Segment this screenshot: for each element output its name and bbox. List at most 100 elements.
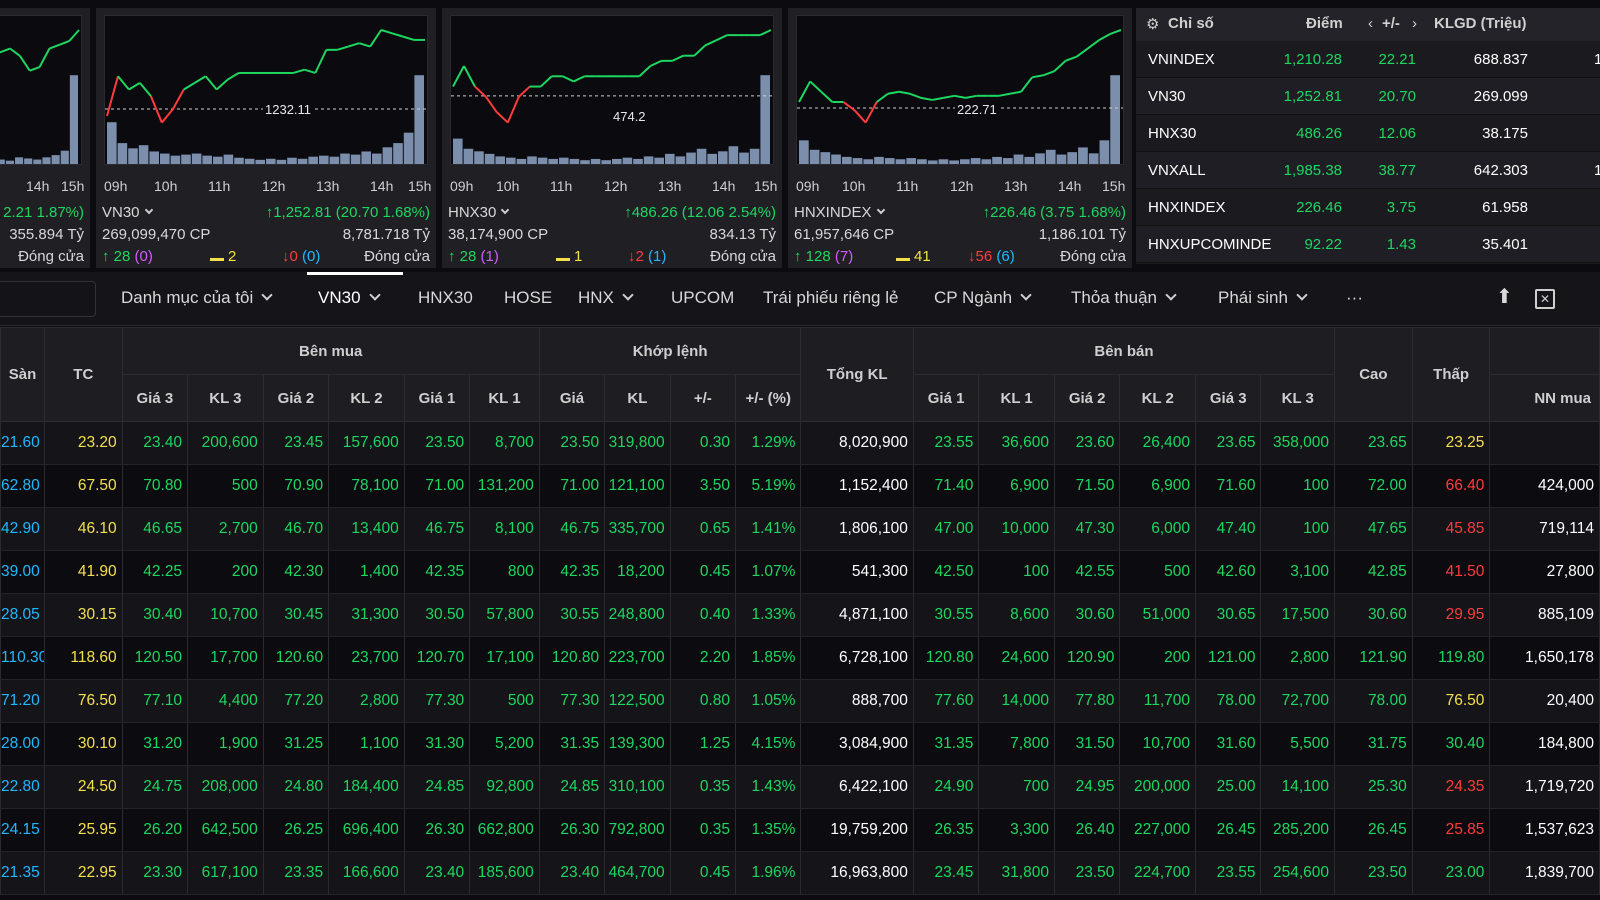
cell-ask-vol-1: 8,600 <box>978 593 1055 637</box>
cell-bid-vol-2: 1,100 <box>328 722 405 766</box>
table-row[interactable]: 39.00 41.90 42.25 200 42.30 1,400 42.35 800 42.3… <box>0 550 1600 594</box>
time-axis: 09h 10h 11h 12h 13h 14h 15h <box>448 178 777 196</box>
table-row[interactable]: 62.80 67.50 70.80 500 70.90 78,100 71.00 131,20… <box>0 464 1600 508</box>
index-row[interactable]: HNXUPCOMINDE 92.22 1.43 35.401 <box>1136 226 1600 263</box>
price-line-segment <box>9 47 21 57</box>
volume-bar <box>42 157 51 164</box>
index-row[interactable]: HNXINDEX 226.46 3.75 61.958 <box>1136 189 1600 226</box>
index-row-points: 92.22 <box>1304 236 1342 253</box>
index-card-partial[interactable]: 14h 15h 2.21 1.87%) 355.894 Tỷ Đóng cửa <box>0 8 90 268</box>
tab-label: HNX30 <box>418 288 473 307</box>
tab-derivatives[interactable]: Phái sinh <box>1218 288 1308 308</box>
prev-arrow-icon[interactable]: ‹ <box>1368 15 1373 32</box>
tab-negotiated[interactable]: Thỏa thuận <box>1071 288 1177 308</box>
index-name-dropdown[interactable]: VN30 <box>102 204 153 221</box>
cell-ask-price-1: 24.90 <box>912 765 980 809</box>
tab-hose[interactable]: HOSE <box>504 288 552 308</box>
table-row[interactable]: 22.80 24.50 24.75 208,000 24.80 184,400 24.85 9… <box>0 765 1600 809</box>
volume-bar <box>474 151 484 164</box>
volume-bar <box>1067 152 1078 164</box>
header-floor: Sàn <box>0 327 45 422</box>
cell-bid-price-1: 71.00 <box>403 464 471 508</box>
table-row[interactable]: 71.20 76.50 77.10 4,400 77.20 2,800 77.30 500 77… <box>0 679 1600 723</box>
decliners-count: 0 <box>289 248 298 265</box>
tab-industry-stocks[interactable]: CP Ngành <box>934 288 1032 308</box>
cell-bid-price-1: 31.30 <box>403 722 471 766</box>
table-row[interactable]: 28.05 30.15 30.40 10,700 30.45 31,300 30.50 57,… <box>0 593 1600 637</box>
cell-bid-price-2: 26.25 <box>262 808 330 852</box>
index-change: ↑226.46 (3.75 1.68%) <box>982 204 1126 221</box>
volume-bar <box>51 155 60 164</box>
volume-bar <box>863 159 874 164</box>
tab-vn30[interactable]: VN30 <box>318 288 381 308</box>
tab-label: CP Ngành <box>934 288 1013 307</box>
cell-change-percent: 1.07% <box>735 550 802 594</box>
table-row[interactable]: 28.00 30.10 31.20 1,900 31.25 1,100 31.30 5,200… <box>0 722 1600 766</box>
cell-bid-price-1: 120.70 <box>403 636 471 680</box>
cell-ask-vol-1: 3,300 <box>978 808 1055 852</box>
table-row[interactable]: 21.35 22.95 23.30 617,100 23.35 166,600 23.40 1… <box>0 851 1600 895</box>
tab-label: Thỏa thuận <box>1071 288 1158 307</box>
tab-upcom[interactable]: UPCOM <box>671 288 734 308</box>
price-line-segment <box>506 96 520 123</box>
time-label: 10h <box>842 178 866 194</box>
volume-bar <box>1088 153 1099 164</box>
table-row[interactable]: 24.15 25.95 26.20 642,500 26.25 696,400 26.30 6… <box>0 808 1600 852</box>
cell-foreign-buy: 1,719,720 <box>1489 765 1600 809</box>
index-value-traded: 8,781.718 Tỷ <box>342 226 430 243</box>
volume-bar <box>580 160 590 164</box>
price-line-segment <box>161 108 174 124</box>
cell-ask-vol-1: 100 <box>978 550 1055 594</box>
cell-total-volume: 6,422,100 <box>800 765 914 809</box>
index-row[interactable]: HNX30 486.26 12.06 38.175 <box>1136 115 1600 152</box>
table-row[interactable]: 110.30 118.60 120.50 17,700 120.60 23,700 120.… <box>0 636 1600 680</box>
time-label: 11h <box>550 178 573 194</box>
index-card-hnxindex[interactable]: 222.71 09h 10h 11h 12h 13h 14h 15h HNXIN… <box>788 8 1132 268</box>
chevron-down-icon <box>261 289 273 301</box>
tab-private-bonds[interactable]: Trái phiếu riêng lẻ <box>763 288 898 308</box>
index-card-vn30[interactable]: 1232.11 09h 10h 11h 12h 13h 14h 15h VN30… <box>96 8 436 268</box>
cell-bid-vol-1: 662,800 <box>469 808 540 852</box>
pin-up-icon[interactable]: ⬆ <box>1496 286 1513 308</box>
index-row-change: 22.21 <box>1378 51 1416 68</box>
table-row[interactable]: 42.90 46.10 46.65 2,700 46.70 13,400 46.75 8,10… <box>0 507 1600 551</box>
header-high: Cao <box>1334 327 1413 422</box>
next-arrow-icon[interactable]: › <box>1412 15 1417 32</box>
volume-bar <box>1110 75 1120 164</box>
index-row-name: HNX30 <box>1148 125 1197 142</box>
tab-label: Phái sinh <box>1218 288 1288 307</box>
cell-ask-vol-3: 17,500 <box>1260 593 1336 637</box>
tab-my-watchlist[interactable]: Danh mục của tôi <box>121 288 273 308</box>
advancers: ↑ 128 (7) <box>794 248 854 265</box>
cell-bid-vol-3: 1,900 <box>187 722 264 766</box>
excel-export-icon[interactable]: ✕ <box>1535 289 1555 309</box>
more-tabs-button[interactable]: ··· <box>1346 288 1363 308</box>
search-input[interactable] <box>0 281 96 317</box>
volume-bar <box>696 148 707 164</box>
index-row[interactable]: VN30 1,252.81 20.70 269.099 <box>1136 78 1600 115</box>
table-row[interactable]: 21.60 23.20 23.40 200,600 23.45 157,600 23.50 8… <box>0 421 1600 465</box>
tab-hnx[interactable]: HNX <box>578 288 634 308</box>
price-line-segment <box>798 80 811 103</box>
index-row[interactable]: VNINDEX 1,210.28 22.21 688.837 1 <box>1136 41 1600 78</box>
subheader: Giá <box>538 374 606 422</box>
cell-bid-vol-2: 184,400 <box>328 765 405 809</box>
time-label: 14h <box>26 178 50 194</box>
cell-ask-price-1: 23.45 <box>912 851 980 895</box>
cell-match-volume: 18,200 <box>604 550 671 594</box>
cell-floor: 24.15 <box>0 808 45 852</box>
price-line-segment <box>402 35 415 41</box>
tab-hnx30[interactable]: HNX30 <box>418 288 473 308</box>
tab-label: Trái phiếu riêng lẻ <box>763 288 899 307</box>
index-name-dropdown[interactable]: HNXINDEX <box>794 204 885 221</box>
index-card-hnx30[interactable]: 474.2 09h 10h 11h 12h 13h 14h 15h HNX30 … <box>442 8 782 268</box>
volume-bar <box>927 160 938 164</box>
price-line-segment <box>183 82 196 91</box>
price-line-segment <box>369 29 382 48</box>
settings-gear-icon[interactable]: ⚙ <box>1146 16 1160 33</box>
index-name-dropdown[interactable]: HNX30 <box>448 204 510 221</box>
price-line-segment <box>954 94 966 99</box>
index-row[interactable]: VNXALL 1,985.38 38.77 642.303 1 <box>1136 152 1600 189</box>
cell-reference: 76.50 <box>43 679 123 723</box>
time-axis: 09h 10h 11h 12h 13h 14h 15h <box>794 178 1126 196</box>
